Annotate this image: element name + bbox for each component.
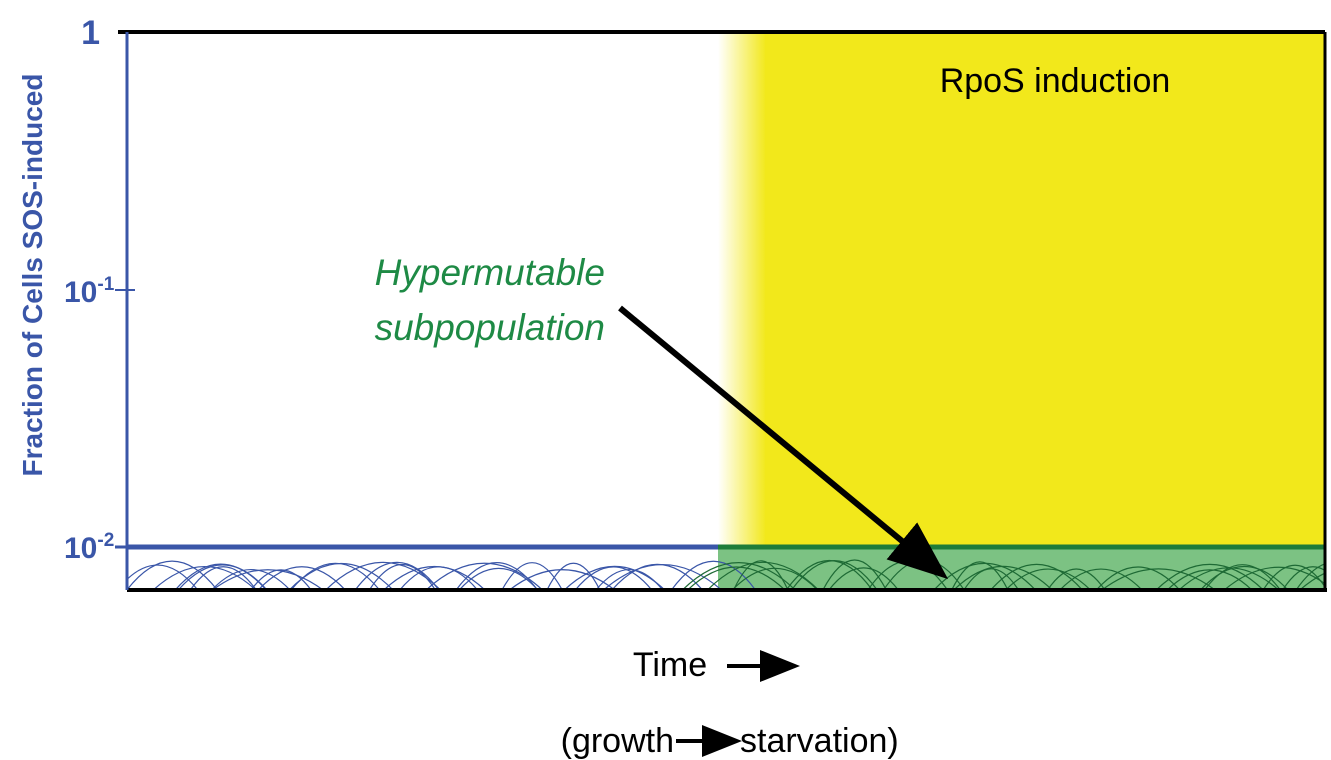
arc	[670, 560, 757, 590]
arc	[1295, 563, 1325, 590]
rpos-fade	[718, 32, 766, 547]
y-tick-label: 10-2	[64, 530, 114, 565]
tick-exponent: -1	[97, 274, 114, 295]
y-tick-label: 1	[81, 14, 100, 52]
arc	[611, 564, 704, 590]
arc	[733, 560, 789, 590]
arc	[1281, 566, 1325, 590]
arc	[686, 566, 786, 590]
arc	[681, 562, 796, 590]
rpos-region	[765, 32, 1325, 547]
hypermutable-label: subpopulation	[375, 307, 605, 348]
arc	[1095, 566, 1181, 590]
arc	[211, 569, 325, 590]
arc	[731, 567, 819, 590]
arc	[425, 562, 544, 590]
tick-base: 10	[64, 276, 97, 309]
arc	[1298, 572, 1325, 590]
arc	[288, 563, 394, 590]
arc	[455, 562, 539, 590]
arc	[1223, 566, 1325, 590]
arc	[822, 559, 887, 590]
tick-exponent: -2	[97, 530, 114, 551]
x-axis-label: Time	[633, 646, 707, 684]
arc	[257, 566, 347, 590]
pointer-arrow	[618, 305, 949, 580]
hypermutable-label: Hypermutable	[375, 252, 605, 293]
tick-base: 10	[64, 532, 97, 565]
x-axis-sublabel: (growth	[561, 722, 674, 760]
arc	[127, 564, 199, 590]
arc	[952, 565, 1053, 590]
arc	[1101, 568, 1216, 590]
x-axis-sublabel: starvation)	[740, 722, 899, 760]
arc	[951, 561, 1009, 590]
arc	[354, 561, 440, 590]
arc	[152, 566, 257, 590]
arc	[1004, 568, 1092, 590]
arc	[602, 563, 723, 590]
arc	[989, 564, 1084, 590]
arc	[546, 562, 601, 590]
arc	[501, 562, 563, 590]
arc	[458, 567, 539, 590]
arc	[828, 567, 900, 590]
arc	[1155, 563, 1265, 590]
arc	[368, 563, 437, 590]
arc	[508, 569, 616, 590]
arc	[399, 566, 479, 590]
arc	[127, 560, 218, 590]
rpos-label: RpoS induction	[940, 62, 1171, 100]
arc	[210, 568, 291, 590]
y-tick-label: 10-1	[64, 274, 115, 309]
arc	[574, 566, 653, 590]
y-axis-label: Fraction of Cells SOS-induced	[17, 74, 48, 477]
arc	[1059, 568, 1143, 590]
arc	[933, 562, 1037, 590]
arc	[1203, 564, 1282, 590]
